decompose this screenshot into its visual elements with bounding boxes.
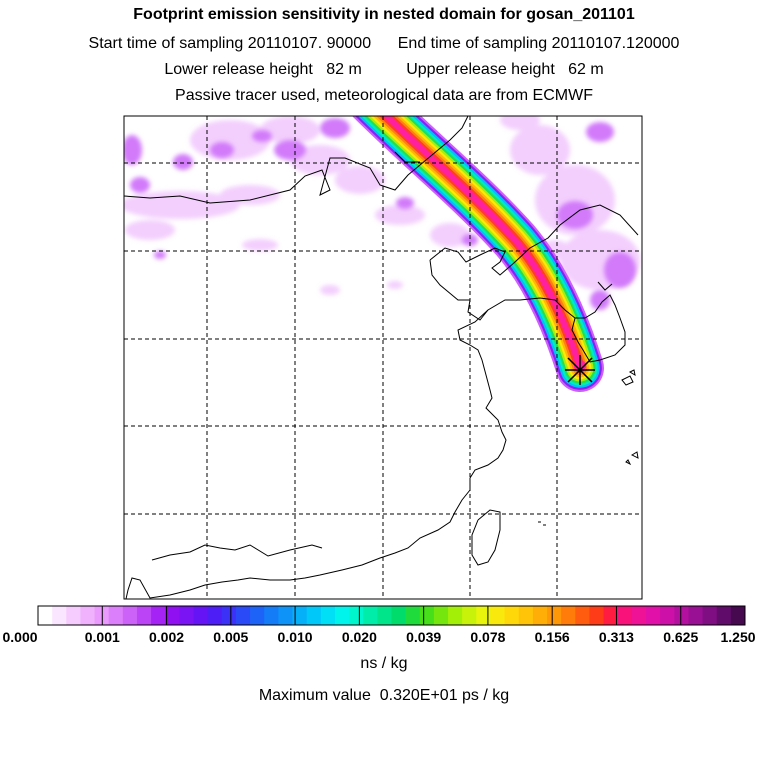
colorbar-tick-label: 0.020 [341, 629, 377, 645]
colorbar-cell [603, 606, 619, 625]
colorbar-cell [306, 606, 322, 625]
medium-sensitivity [124, 118, 636, 310]
colorbar-cell [716, 606, 732, 625]
colorbar-cell [462, 606, 477, 625]
colorbar-cell [136, 606, 152, 625]
colorbar-cell [66, 606, 81, 625]
colorbar-cell [207, 606, 223, 625]
colorbar-cell [575, 606, 590, 625]
colorbar-cell [320, 606, 336, 625]
map-frame [123, 115, 643, 600]
release-height-line: Lower release height 82 m Upper release … [164, 61, 604, 78]
colorbar-cell [292, 606, 308, 625]
colorbar-cell [702, 606, 718, 625]
colorbar-cell [264, 606, 279, 625]
colorbar-cell [674, 606, 689, 625]
colorbar-tick-label: 0.005 [213, 629, 249, 645]
colorbar-tick-label: 0.010 [277, 629, 313, 645]
colorbar-cell [547, 606, 562, 625]
tracer-info-line: Passive tracer used, meteorological data… [175, 87, 593, 104]
colorbar-cell [419, 606, 435, 625]
colorbar-cell [660, 606, 675, 625]
colorbar-cell [518, 606, 534, 625]
colorbar-tick-label: 0.078 [470, 629, 506, 645]
colorbar-cell [151, 606, 166, 625]
plot-title: Footprint emission sensitivity in nested… [133, 6, 635, 23]
colorbar-cell [730, 606, 746, 625]
colorbar-cell [448, 606, 463, 625]
colorbar-cell [38, 606, 53, 625]
colorbar-cell [476, 606, 491, 625]
colorbar-cell [221, 606, 237, 625]
plume-band [382, 116, 583, 371]
colorbar-cell [122, 606, 138, 625]
colorbar-cell [193, 606, 209, 625]
colorbar-cell [617, 606, 633, 625]
colorbar-tick-label: 0.002 [149, 629, 185, 645]
colorbar-tick-label: 0.000 [2, 629, 38, 645]
colorbar-cell [334, 606, 350, 625]
colorbar-cell [108, 606, 124, 625]
colorbar-cell [250, 606, 265, 625]
colorbar-cell [165, 606, 180, 625]
colorbar-cell [532, 606, 548, 625]
colorbar-cell [490, 606, 506, 625]
colorbar-cell [433, 606, 449, 625]
colorbar-cell [278, 606, 293, 625]
maximum-value-text: Maximum value 0.320E+01 ps / kg [258, 687, 510, 704]
colorbar-cell [349, 606, 364, 625]
colorbar-cell [631, 606, 647, 625]
colorbar-cell [179, 606, 194, 625]
colorbar-cell [377, 606, 392, 625]
colorbar-cell [52, 606, 67, 625]
plume [352, 116, 604, 392]
colorbar-cell [688, 606, 703, 625]
colorbar-cell [646, 606, 661, 625]
colorbar-unit: ns / kg [360, 655, 408, 672]
colorbar-tick-label: 0.156 [534, 629, 570, 645]
colorbar-tick-label: 0.039 [406, 629, 442, 645]
receptor-marker [565, 355, 595, 385]
colorbar-tick-label: 0.313 [598, 629, 634, 645]
colorbar-cell [504, 606, 520, 625]
colorbar-cell [235, 606, 251, 625]
colorbar-tick-label: 1.250 [720, 629, 756, 645]
colorbar-cell [80, 606, 95, 625]
colorbar-cell [589, 606, 604, 625]
colorbar-cell [391, 606, 407, 625]
colorbar-cell [561, 606, 576, 625]
sampling-time-line: Start time of sampling 20110107. 90000 E… [88, 35, 680, 52]
colorbar-tick-label: 0.625 [663, 629, 699, 645]
colorbar-cell [405, 606, 421, 625]
graticule [124, 116, 642, 599]
colorbar-tick-label: 0.001 [84, 629, 120, 645]
colorbar-frame [37, 605, 746, 626]
colorbar-cell [363, 606, 378, 625]
